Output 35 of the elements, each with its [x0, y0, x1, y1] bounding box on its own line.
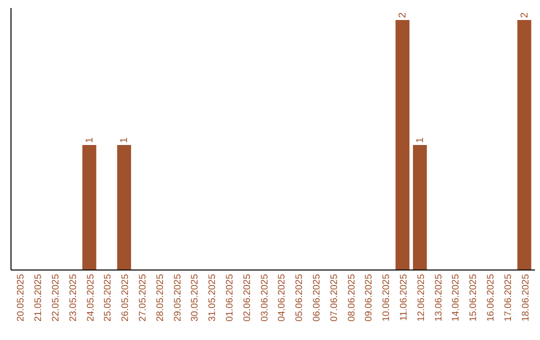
x-tick-label: 02.06.2025 — [242, 274, 253, 322]
x-tick-label: 01.06.2025 — [224, 274, 236, 322]
x-tick-label: 12.06.2025 — [416, 274, 427, 322]
x-tick-label: 03.06.2025 — [259, 274, 270, 322]
x-tick-label: 14.06.2025 — [450, 274, 462, 322]
x-tick-label: 13.06.2025 — [433, 274, 444, 322]
x-tick-label: 08.06.2025 — [346, 274, 358, 322]
x-tick-label: 15.06.2025 — [468, 274, 480, 322]
x-tick-label: 28.05.2025 — [154, 274, 166, 322]
x-tick-label: 11.06.2025 — [398, 274, 410, 321]
x-tick-label: 07.06.2025 — [328, 274, 340, 322]
x-tick-label: 26.05.2025 — [120, 274, 132, 322]
x-tick-label: 20.05.2025 — [16, 274, 27, 322]
x-tick-label: 22.05.2025 — [50, 274, 62, 322]
x-tick-label: 27.05.2025 — [138, 274, 148, 322]
x-tick-label: 29.05.2025 — [172, 274, 184, 322]
x-tick-label: 21.05.2025 — [33, 274, 44, 322]
x-tick-label: 17.06.2025 — [502, 274, 514, 322]
x-tick-label: 25.05.2025 — [102, 274, 114, 322]
x-tick-label: 24.05.2025 — [85, 274, 96, 322]
data-label: 2 — [398, 12, 408, 18]
data-label: 2 — [519, 12, 530, 18]
data-label: 1 — [84, 137, 96, 143]
x-tick-label: 05.06.2025 — [294, 274, 306, 322]
x-tick-label: 16.06.2025 — [486, 274, 496, 322]
x-tick-label: 10.06.2025 — [381, 274, 392, 322]
x-tick-label: 18.06.2025 — [520, 274, 532, 322]
x-tick-label: 31.05.2025 — [207, 274, 218, 322]
x-tick-label: 06.06.2025 — [312, 274, 322, 322]
x-tick-label: 09.06.2025 — [364, 274, 375, 322]
x-tick-label: 23.05.2025 — [68, 274, 79, 322]
data-label: 1 — [414, 137, 426, 143]
data-label: 1 — [119, 137, 130, 143]
x-tick-label: 04.06.2025 — [276, 274, 288, 322]
x-tick-label: 30.05.2025 — [190, 274, 201, 322]
